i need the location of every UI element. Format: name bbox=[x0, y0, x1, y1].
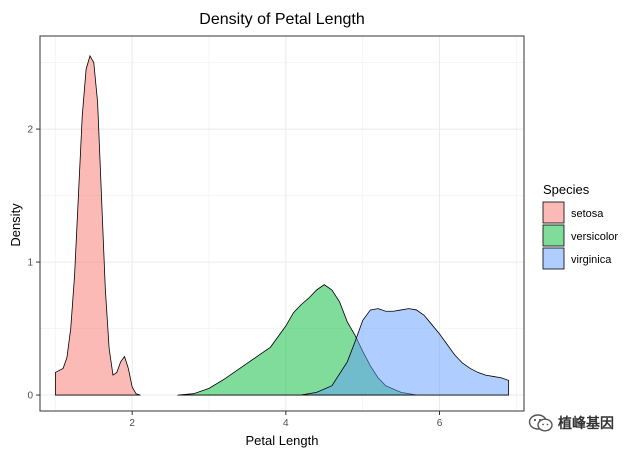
y-axis-label: Density bbox=[8, 203, 23, 247]
wechat-icon bbox=[528, 414, 553, 432]
y-tick-label: 2 bbox=[27, 125, 33, 136]
legend-title: Species bbox=[543, 182, 590, 197]
density-area-virginica bbox=[300, 308, 510, 396]
legend-label-setosa: setosa bbox=[571, 208, 604, 220]
legend-key-versicolor bbox=[542, 224, 565, 247]
density-area-setosa bbox=[54, 54, 141, 396]
y-tick-label: 0 bbox=[27, 391, 33, 402]
legend-label-virginica: virginica bbox=[571, 254, 612, 266]
x-tick-label: 6 bbox=[437, 418, 443, 429]
y-tick-label: 1 bbox=[27, 258, 33, 269]
watermark: 植峰基因 bbox=[528, 412, 614, 434]
legend-label-versicolor: versicolor bbox=[571, 231, 618, 243]
x-tick-label: 2 bbox=[129, 418, 135, 429]
panel-border bbox=[39, 35, 525, 412]
watermark-text: 植峰基因 bbox=[558, 416, 614, 432]
chart-title: Density of Petal Length bbox=[199, 11, 364, 28]
legend: Species setosa versicolor virginica bbox=[542, 182, 618, 270]
x-tick-label: 4 bbox=[283, 418, 289, 429]
plot-panel bbox=[39, 35, 525, 412]
x-axis-label: Petal Length bbox=[245, 433, 318, 448]
legend-key-setosa bbox=[542, 201, 565, 224]
legend-key-virginica bbox=[542, 247, 565, 270]
